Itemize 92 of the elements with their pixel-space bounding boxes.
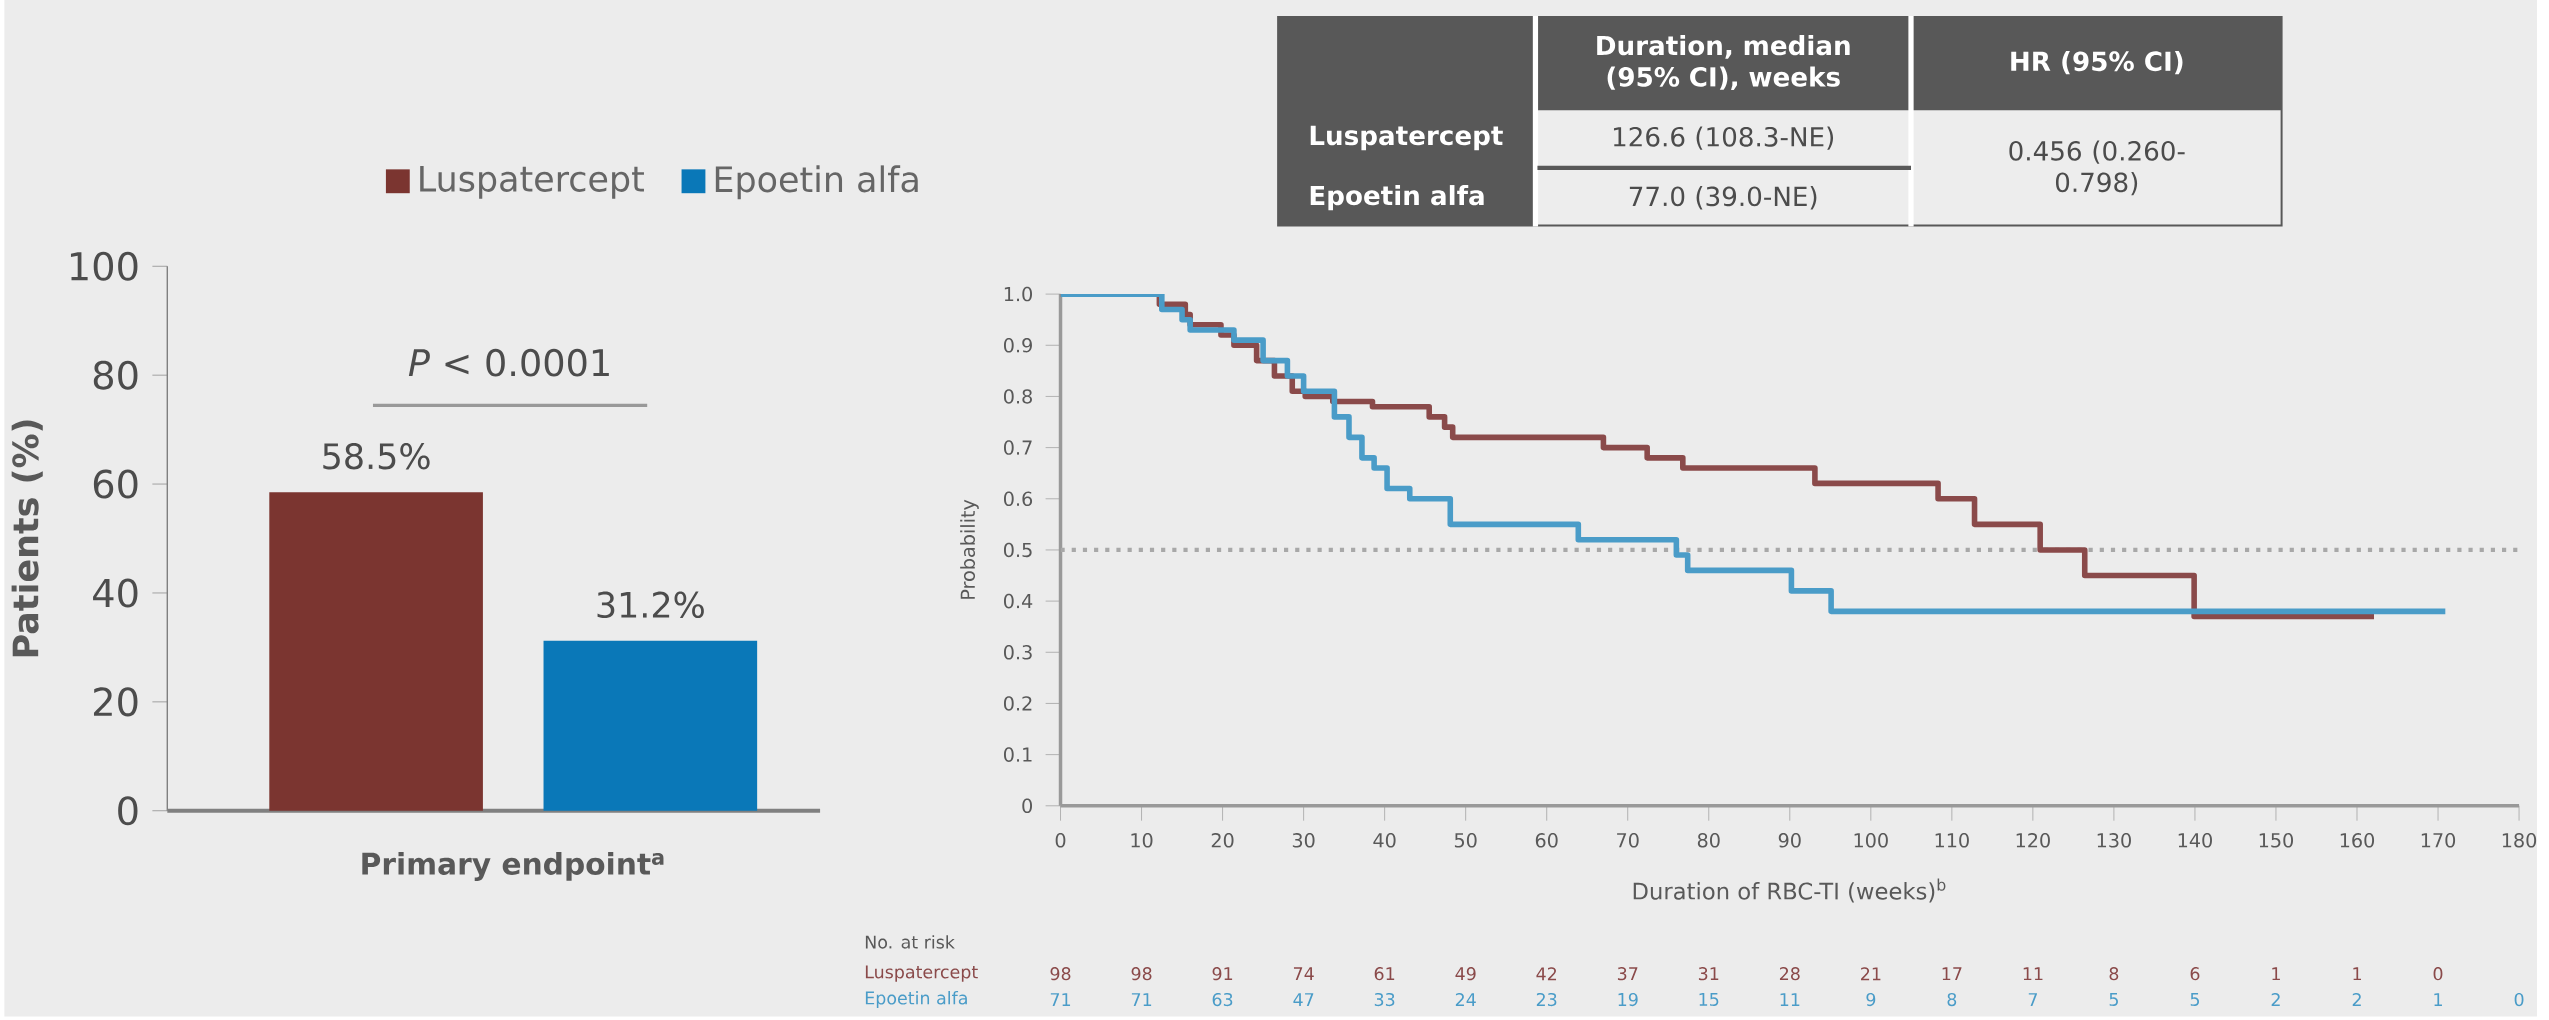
text: 61 (1374, 967, 1395, 981)
legend-label: Luspatercept (420, 166, 644, 199)
text: 98 (1050, 967, 1071, 981)
text: 23 (1536, 993, 1557, 1007)
text: 28 (1779, 967, 1800, 981)
text: No. at risk (865, 935, 955, 949)
text: 71 (1050, 993, 1071, 1007)
text: 5 (2190, 993, 2199, 1007)
text: 11 (2023, 967, 2043, 981)
x-tick-label: 40 (1373, 833, 1396, 848)
text: 74 (1293, 967, 1314, 981)
text: 1 (2434, 993, 2442, 1007)
x-tick-label: 120 (2016, 833, 2050, 848)
y-tick-label: 0.2 (1003, 696, 1032, 711)
text: 91 (1212, 967, 1233, 981)
y-tick-label: 0.9 (1003, 338, 1032, 353)
y-tick-label: 0.1 (1003, 747, 1032, 763)
text: 6 (2190, 967, 2200, 981)
y-tick-label: 0 (1022, 798, 1033, 814)
text: 33 (1374, 993, 1395, 1007)
text: 42 (1536, 967, 1557, 981)
x-tick-label: 130 (2097, 833, 2131, 848)
y-tick-label: 20 (93, 687, 138, 717)
text: Luspatercept (865, 965, 978, 983)
text: 1 (2353, 967, 2361, 981)
text: 5 (2109, 993, 2118, 1007)
x-tick-label: 30 (1292, 833, 1315, 848)
text: 98 (1131, 967, 1152, 981)
text: 71 (1131, 993, 1152, 1007)
x-tick-label: 170 (2421, 833, 2456, 848)
x-tick-label: 140 (2178, 833, 2212, 848)
data-label: 31.2% (597, 591, 704, 619)
text: 49 (1455, 967, 1476, 981)
text: 15 (1699, 993, 1719, 1007)
text: 2 (2352, 993, 2361, 1007)
text: HR (95% CI) (2011, 51, 2183, 75)
x-tick-label: 80 (1697, 833, 1720, 848)
text: 17 (1942, 967, 1962, 981)
x-axis-title: Duration of RBC-TI (weeks)$^{b}$ (1633, 878, 1946, 903)
x-tick-label: 0 (1055, 833, 1066, 848)
text: 24 (1455, 993, 1476, 1007)
text: 1 (2272, 967, 2280, 981)
text: Luspatercept (1310, 126, 1503, 151)
text: 8 (1947, 993, 1957, 1007)
text: 77.0 (39.0-NE) (1629, 186, 1817, 210)
text: Epoetin alfa (1310, 185, 1484, 211)
x-tick-label: 110 (1935, 833, 1969, 848)
x-tick-label: 20 (1211, 833, 1234, 848)
text: 0 (2433, 967, 2443, 981)
text: 126.6 (108.3-NE) (1613, 126, 1834, 150)
text: 47 (1293, 993, 1314, 1007)
text: 11 (1780, 993, 1800, 1007)
text: 21 (1861, 967, 1881, 981)
x-tick-label: 150 (2259, 833, 2294, 848)
x-tick-label: 60 (1535, 833, 1558, 848)
x-tick-label: 160 (2340, 833, 2375, 848)
annotation: P < 0.0001 (408, 348, 609, 377)
text: 19 (1618, 993, 1638, 1007)
y-axis-title: Probability (960, 499, 979, 600)
text: 7 (2028, 993, 2037, 1007)
y-axis-title: Patients (%) (11, 420, 43, 657)
text: 9 (1866, 993, 1876, 1007)
y-tick-label: 0.7 (1003, 440, 1032, 456)
x-tick-label: 100 (1854, 833, 1888, 848)
y-tick-label: 0.4 (1003, 594, 1033, 609)
data-label: 58.5% (323, 443, 430, 470)
y-tick-label: 60 (93, 469, 138, 499)
text: 8 (2109, 967, 2119, 981)
legend-label: Epoetin alfa (715, 165, 918, 200)
text: 0 (2514, 993, 2524, 1007)
x-tick-label: 180 (2502, 833, 2537, 848)
text: 31 (1698, 967, 1719, 981)
y-tick-label: 40 (93, 578, 138, 608)
x-tick-label: 50 (1454, 833, 1477, 848)
text: Epoetin alfa (865, 991, 967, 1009)
y-tick-label: 0 (118, 796, 138, 826)
y-tick-label: 0.5 (1003, 542, 1032, 558)
text: Duration, median (95% CI), weeks (1597, 35, 1850, 91)
x-tick-label: 70 (1617, 833, 1639, 848)
y-tick-label: 80 (93, 360, 138, 390)
y-tick-label: 100 (70, 251, 138, 281)
x-tick-label: 10 (1131, 833, 1153, 848)
y-tick-label: 1.0 (1004, 286, 1033, 302)
text: 63 (1212, 993, 1233, 1007)
x-tick-label: 90 (1778, 833, 1801, 848)
x-tick-label: Primary endpoint$^{a}$ (362, 852, 664, 882)
text: 37 (1617, 967, 1638, 981)
y-tick-label: 0.6 (1003, 491, 1033, 507)
text: 2 (2271, 993, 2280, 1007)
y-tick-label: 0.8 (1003, 389, 1032, 404)
y-tick-label: 0.3 (1003, 645, 1032, 660)
text: 0.456 (0.260-0.798) (2009, 140, 2185, 196)
